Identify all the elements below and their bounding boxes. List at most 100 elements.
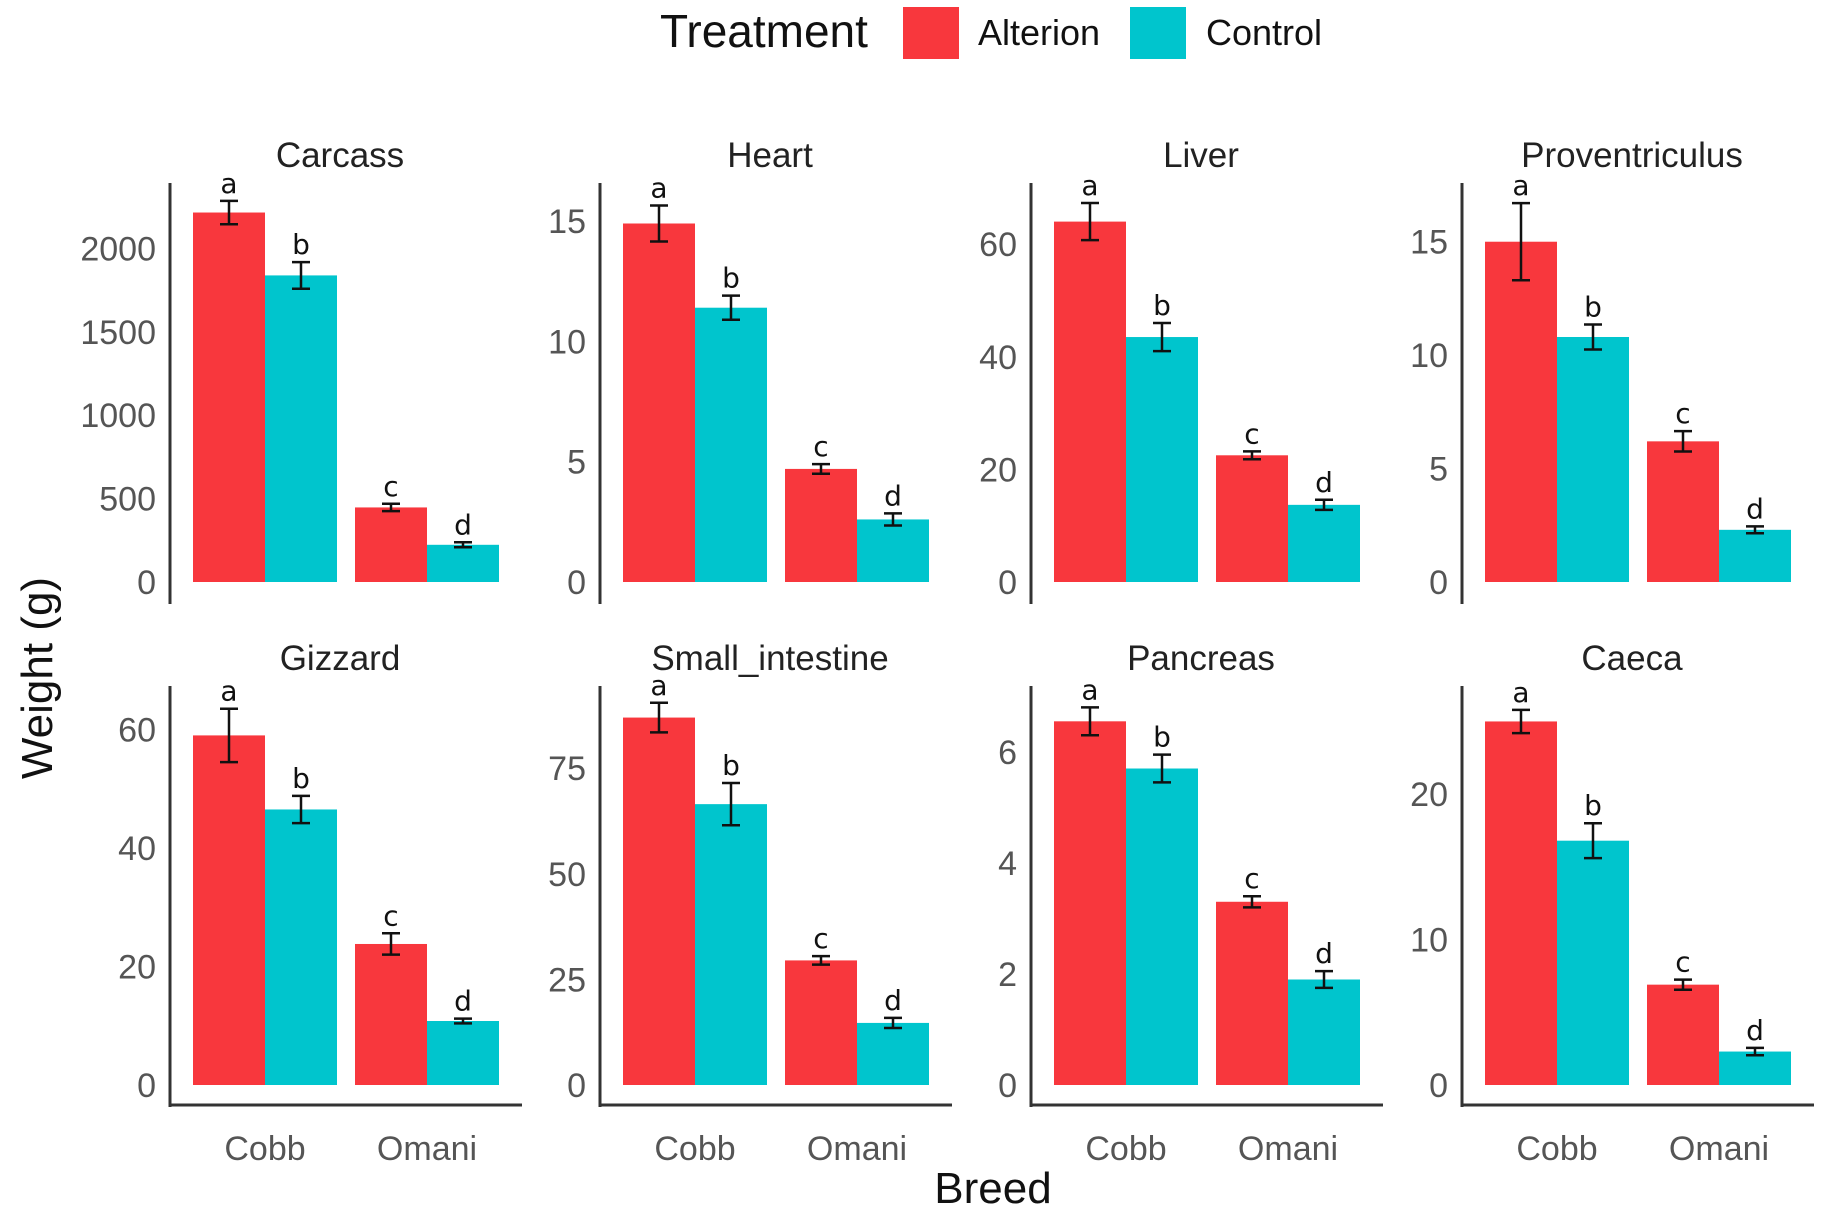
y-tick-label: 0	[137, 1067, 156, 1105]
y-tick-label: 15	[548, 203, 586, 241]
y-tick-label: 0	[998, 1067, 1017, 1105]
significance-label: b	[292, 228, 310, 261]
bar-omani-control	[857, 519, 929, 582]
y-tick-label: 20	[118, 948, 156, 986]
y-tick-label: 6	[998, 734, 1017, 772]
bar-cobb-alterion	[1054, 221, 1126, 582]
y-tick-label: 10	[1410, 337, 1448, 375]
bar-cobb-control	[265, 809, 337, 1085]
bar-omani-alterion	[1216, 455, 1288, 582]
significance-label: b	[722, 749, 740, 782]
y-tick-label: 75	[548, 750, 586, 788]
significance-label: c	[383, 899, 398, 932]
significance-label: a	[220, 167, 237, 200]
significance-label: a	[220, 675, 237, 708]
bar-omani-control	[857, 1022, 929, 1085]
significance-label: d	[884, 479, 902, 512]
panel-carcass: Carcass 0 500 1000 1500 2000 a b c d	[80, 136, 499, 604]
y-tick-label: 0	[1429, 1067, 1448, 1105]
significance-label: a	[1081, 673, 1098, 706]
legend-swatch-control	[1130, 7, 1186, 59]
legend-label-control: Control	[1206, 12, 1322, 53]
bar-cobb-alterion	[623, 223, 695, 583]
significance-label: c	[383, 470, 398, 503]
significance-label: c	[813, 922, 828, 955]
bar-omani-control	[1288, 504, 1360, 582]
y-tick-label: 20	[979, 451, 1017, 489]
legend-label-alterion: Alterion	[978, 12, 1100, 53]
significance-label: c	[1675, 397, 1690, 430]
y-tick-label: 1000	[80, 397, 156, 435]
bar-cobb-control	[695, 804, 767, 1085]
bar-cobb-control	[1126, 337, 1198, 582]
y-tick-label: 0	[137, 564, 156, 602]
significance-label: a	[1512, 169, 1529, 202]
panel-proventriculus: Proventriculus 0 5 10 15 a b c d	[1410, 136, 1791, 604]
panel-title: Liver	[1163, 136, 1239, 175]
bar-cobb-alterion	[1054, 721, 1126, 1085]
bar-omani-alterion	[1647, 984, 1719, 1085]
y-tick-label: 0	[567, 1067, 586, 1105]
y-tick-label: 0	[1429, 564, 1448, 602]
significance-label: d	[454, 508, 472, 541]
panel-title: Proventriculus	[1521, 136, 1743, 175]
bar-cobb-alterion	[193, 735, 265, 1085]
significance-label: d	[454, 985, 472, 1018]
panel-pancreas: Pancreas 0 2 4 6 a b c d Cobb Omani	[998, 639, 1383, 1168]
panel-title: Carcass	[276, 136, 404, 175]
significance-label: c	[1244, 417, 1259, 450]
bar-cobb-control	[265, 275, 337, 582]
x-tick-label: Omani	[377, 1130, 477, 1168]
significance-label: d	[1746, 492, 1764, 525]
x-tick-label: Omani	[807, 1130, 907, 1168]
significance-label: a	[1512, 676, 1529, 709]
significance-label: d	[884, 984, 902, 1017]
bar-omani-alterion	[785, 960, 857, 1085]
y-tick-label: 25	[548, 961, 586, 999]
y-tick-label: 5	[1429, 451, 1448, 489]
panel-title: Gizzard	[280, 639, 401, 678]
significance-label: a	[1081, 169, 1098, 202]
panel-heart: Heart 0 5 10 15 a b c d	[548, 136, 929, 604]
significance-label: c	[1244, 862, 1259, 895]
x-tick-label: Omani	[1669, 1130, 1769, 1168]
x-tick-label: Cobb	[1085, 1130, 1166, 1168]
significance-label: b	[1153, 721, 1171, 754]
y-tick-label: 60	[979, 226, 1017, 264]
legend-swatch-alterion	[903, 7, 959, 59]
bar-omani-control	[427, 1021, 499, 1085]
y-tick-label: 2	[998, 956, 1017, 994]
significance-label: c	[1675, 946, 1690, 979]
panel-small-intestine: Small_intestine 0 25 50 75 a b c d Cobb Omani	[548, 639, 952, 1168]
y-tick-label: 60	[118, 711, 156, 749]
y-tick-label: 40	[118, 830, 156, 868]
panel-gizzard: Gizzard 0 20 40 60 a b c d Cobb Omani	[118, 639, 522, 1168]
significance-label: b	[292, 762, 310, 795]
y-tick-label: 10	[1410, 922, 1448, 960]
panel-title: Heart	[727, 136, 813, 175]
legend: Treatment Alterion Control	[660, 5, 1322, 59]
bar-omani-alterion	[1647, 441, 1719, 582]
x-tick-label: Omani	[1238, 1130, 1338, 1168]
significance-label: b	[722, 262, 740, 295]
panel-caeca: Caeca 0 10 20 a b c d Cobb Omani	[1410, 639, 1814, 1168]
bar-omani-control	[1719, 529, 1791, 582]
y-tick-label: 50	[548, 856, 586, 894]
bar-omani-alterion	[355, 943, 427, 1085]
y-tick-label: 500	[99, 481, 156, 519]
panels: Carcass0500100015002000abcdHeart051015ab…	[80, 136, 1814, 1168]
bar-cobb-alterion	[193, 212, 265, 582]
panel-title: Pancreas	[1127, 639, 1275, 678]
bar-cobb-alterion	[1485, 721, 1557, 1085]
bar-cobb-control	[695, 307, 767, 582]
panel-liver: Liver 0 20 40 60 a b c d	[979, 136, 1360, 604]
significance-label: b	[1584, 291, 1602, 324]
significance-label: b	[1584, 789, 1602, 822]
bar-omani-alterion	[355, 507, 427, 582]
bar-cobb-alterion	[1485, 241, 1557, 582]
panel-title: Caeca	[1581, 639, 1683, 678]
significance-label: a	[650, 171, 667, 204]
y-axis-title: Weight (g)	[13, 577, 62, 779]
panel-title: Small_intestine	[651, 639, 888, 678]
